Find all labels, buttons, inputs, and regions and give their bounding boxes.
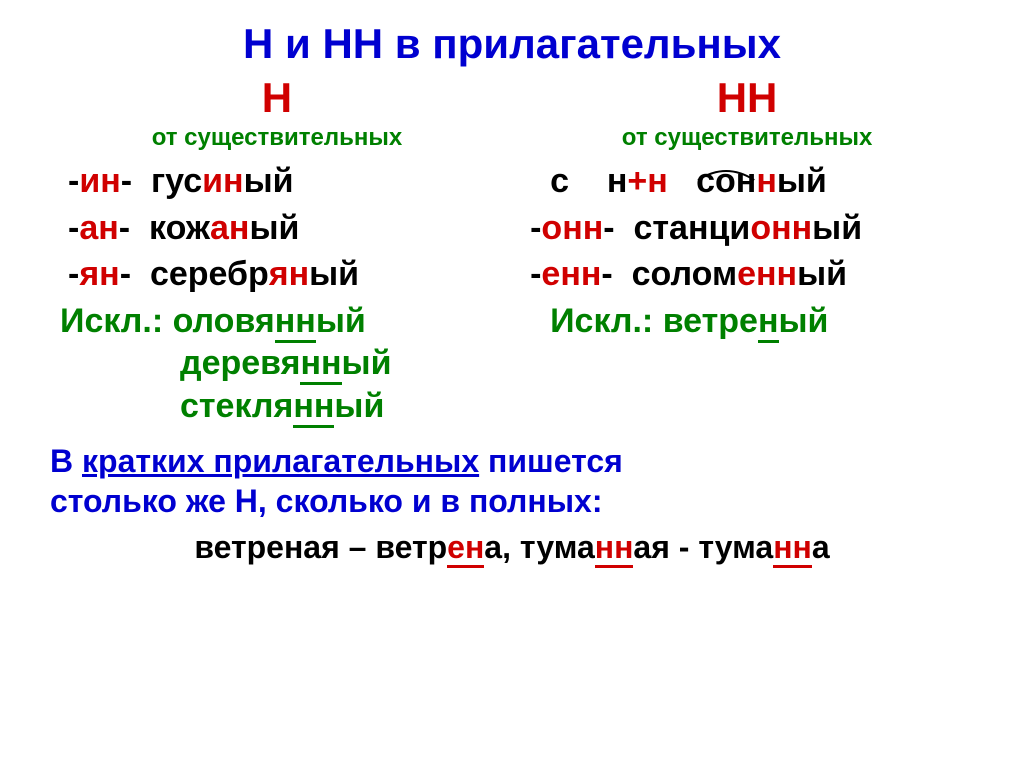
n2: н bbox=[647, 162, 668, 200]
suffix-text: ин bbox=[79, 162, 120, 200]
word-post: ый bbox=[244, 162, 294, 200]
left-head: Н bbox=[60, 74, 494, 122]
word-hl: ан bbox=[210, 209, 249, 247]
word-n2: н bbox=[756, 162, 777, 200]
rule-text-a: В bbox=[50, 443, 82, 479]
excl-ul: н bbox=[758, 302, 779, 343]
word-pre: станци bbox=[634, 209, 751, 247]
excl-word-pre: деревя bbox=[180, 344, 300, 382]
s-text: с bbox=[550, 162, 569, 200]
excl-word-pre: ветре bbox=[663, 302, 758, 340]
left-row-yan: -ян- серебряный bbox=[60, 253, 494, 296]
suffix-text: енн bbox=[541, 255, 601, 293]
dash: - bbox=[603, 209, 614, 247]
dash: - bbox=[601, 255, 612, 293]
excl-label: Искл.: bbox=[60, 302, 163, 340]
sep: , bbox=[502, 529, 520, 565]
word-pre: кож bbox=[149, 209, 210, 247]
dash: - bbox=[68, 162, 79, 200]
word-hl: онн bbox=[750, 209, 812, 247]
excl-line-2: деревянный bbox=[60, 342, 494, 385]
dash: – bbox=[340, 529, 376, 565]
dash: - bbox=[670, 529, 698, 565]
plus: + bbox=[627, 162, 647, 200]
suffix-text: ян bbox=[79, 255, 119, 293]
bottom-examples: ветреная – ветрена, туманная - туманна bbox=[30, 527, 994, 569]
rule-text-2: столько же Н, сколько и в полных: bbox=[50, 483, 602, 519]
right-head: НН bbox=[530, 74, 964, 122]
rule-text-b: пишется bbox=[479, 443, 623, 479]
ex2-nn: нн bbox=[595, 529, 634, 568]
right-subhead: от существительных bbox=[530, 124, 964, 152]
right-column: НН от существительных с н+н сонный -онн-… bbox=[530, 74, 964, 427]
ex2b-post: а bbox=[812, 529, 830, 565]
suffix-text: ан bbox=[79, 209, 118, 247]
left-subhead: от существительных bbox=[60, 124, 494, 152]
dash: - bbox=[68, 209, 79, 247]
excl-word-post: ый bbox=[342, 344, 392, 382]
ex1-suf: ен bbox=[266, 529, 303, 565]
excl-ul: нн bbox=[275, 302, 316, 343]
excl-word-post: ый bbox=[316, 302, 366, 340]
dash: - bbox=[530, 255, 541, 293]
columns-container: Н от существительных -ин- гусиный -ан- к… bbox=[30, 74, 994, 427]
right-row-nplus: с н+н сонный bbox=[530, 160, 964, 203]
word-pre: солом bbox=[632, 255, 737, 293]
ex2-pre: тума bbox=[520, 529, 595, 565]
ex1b-suf: ен bbox=[447, 529, 484, 568]
word-root: со bbox=[696, 162, 736, 200]
excl-ul: нн bbox=[293, 387, 334, 428]
word-pre: гус bbox=[151, 162, 202, 200]
left-column: Н от существительных -ин- гусиный -ан- к… bbox=[60, 74, 494, 427]
excl-ul: нн bbox=[300, 344, 341, 385]
excl-word-pre: оловя bbox=[173, 302, 275, 340]
word-hl: енн bbox=[737, 255, 797, 293]
page-title: Н и НН в прилагательных bbox=[30, 20, 994, 68]
dash: - bbox=[120, 255, 131, 293]
dash: - bbox=[119, 209, 130, 247]
dash: - bbox=[68, 255, 79, 293]
word-post: ый bbox=[812, 209, 862, 247]
suffix-text: онн bbox=[541, 209, 603, 247]
rule-text-ul: кратких прилагательных bbox=[82, 443, 479, 479]
dash: - bbox=[530, 209, 541, 247]
word-n1: н bbox=[736, 162, 757, 200]
left-row-in: -ин- гусиный bbox=[60, 160, 494, 203]
word-post: ый bbox=[777, 162, 827, 200]
excl-line-r1: Искл.: ветреный bbox=[530, 300, 964, 343]
ex1-pre: ветр bbox=[194, 529, 266, 565]
word-pre: серебр bbox=[150, 255, 269, 293]
excl-word-pre: стекля bbox=[180, 387, 293, 425]
excl-word-post: ый bbox=[779, 302, 829, 340]
ex2b-pre: тума bbox=[698, 529, 773, 565]
excl-line-3: стеклянный bbox=[60, 385, 494, 428]
dash: - bbox=[121, 162, 132, 200]
excl-line-1: Искл.: оловянный bbox=[60, 300, 494, 343]
left-row-an: -ан- кожаный bbox=[60, 207, 494, 250]
bottom-rule: В кратких прилагательных пишется столько… bbox=[30, 441, 994, 521]
right-row-enn: -енн- соломенный bbox=[530, 253, 964, 296]
ex2-post: ая bbox=[633, 529, 669, 565]
word-hl: ин bbox=[202, 162, 243, 200]
ex1-post: ая bbox=[303, 529, 339, 565]
word-post: ый bbox=[309, 255, 359, 293]
word-hl: ян bbox=[269, 255, 309, 293]
left-exceptions: Искл.: оловянный деревянный стеклянный bbox=[60, 300, 494, 428]
ex2b-nn: нн bbox=[773, 529, 812, 568]
ex1b-pre: ветр bbox=[375, 529, 447, 565]
n1: н bbox=[607, 162, 628, 200]
excl-label: Искл.: bbox=[550, 302, 653, 340]
right-exceptions: Искл.: ветреный bbox=[530, 300, 964, 343]
excl-word-post: ый bbox=[334, 387, 384, 425]
right-row-onn: -онн- станционный bbox=[530, 207, 964, 250]
word-post: ый bbox=[797, 255, 847, 293]
ex1b-post: а bbox=[484, 529, 502, 565]
word-post: ый bbox=[249, 209, 299, 247]
